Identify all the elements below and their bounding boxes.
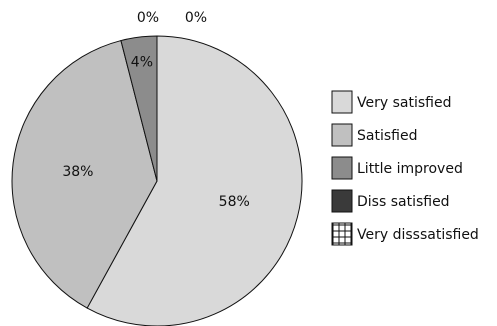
- legend: Very satisfied Satisfied Little improved Di…: [331, 90, 479, 246]
- legend-label-very-satisfied: Very satisfied: [357, 95, 451, 111]
- value-label-diss-satisfied: 0%: [137, 10, 159, 26]
- pie-slice-little-improved: [120, 35, 158, 182]
- legend-swatch-very-satisfied: [331, 90, 353, 114]
- legend-label-satisfied: Satisfied: [357, 128, 417, 144]
- value-label-very-disssatisfied: 0%: [185, 10, 207, 26]
- legend-swatch-very-disssatisfied: [331, 222, 353, 246]
- legend-swatch-little-improved: [331, 156, 353, 180]
- legend-label-very-disssatisfied: Very disssatisfied: [357, 227, 479, 243]
- legend-swatch-satisfied: [331, 123, 353, 147]
- legend-label-little-improved: Little improved: [357, 161, 463, 177]
- value-label-satisfied: 38%: [62, 164, 93, 180]
- legend-swatch-diss-satisfied: [331, 189, 353, 213]
- pie-slice-satisfied: [11, 39, 158, 309]
- legend-label-diss-satisfied: Diss satisfied: [357, 194, 450, 210]
- value-label-little-improved: 4%: [131, 55, 153, 71]
- value-label-very-satisfied: 58%: [219, 194, 250, 210]
